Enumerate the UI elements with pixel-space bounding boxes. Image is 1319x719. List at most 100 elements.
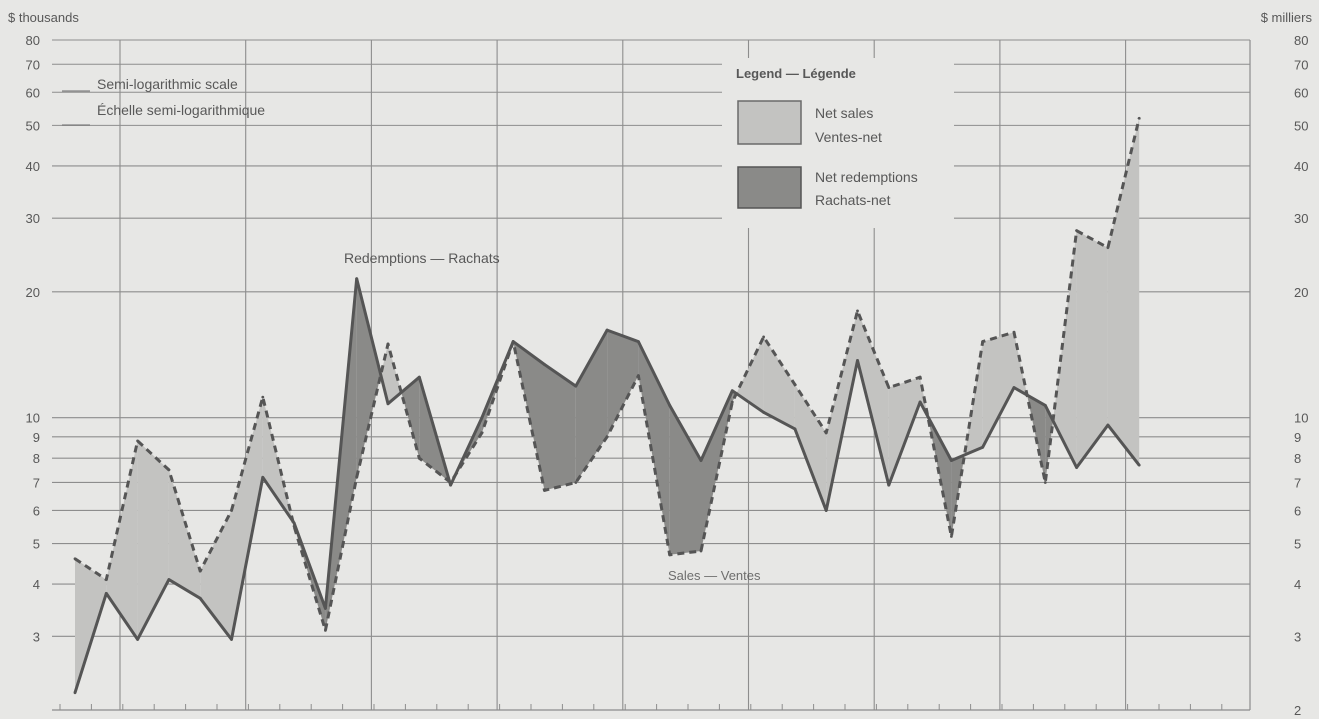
left-tick-label: 60	[26, 85, 40, 100]
sales-point	[198, 569, 202, 573]
right-tick-label: 40	[1294, 159, 1308, 174]
left-tick-label: 5	[33, 537, 40, 552]
net-sales-area	[380, 344, 388, 404]
net-sales-area	[763, 336, 795, 429]
redemptions-point	[167, 578, 171, 582]
redemptions-point	[1137, 463, 1141, 467]
net-sales-area	[857, 310, 889, 486]
left-tick-label: 10	[26, 411, 40, 426]
redemptions-point	[324, 606, 327, 610]
sales-point	[355, 475, 359, 479]
sales-point	[261, 395, 265, 399]
legend-title: Legend — Légende	[736, 66, 856, 81]
sales-point	[1012, 330, 1016, 334]
sales-point	[543, 489, 546, 492]
sales-point	[1106, 246, 1110, 250]
right-tick-label: 9	[1294, 430, 1301, 445]
net-sales-area	[137, 440, 169, 640]
net-sales-area	[1107, 118, 1140, 466]
left-tick-label: 9	[33, 430, 40, 445]
net-sales-area	[1076, 230, 1108, 468]
right-tick-label: 60	[1294, 85, 1308, 100]
sales-point	[981, 340, 985, 344]
net-sales-area	[388, 344, 402, 404]
legend-swatch-net-redemptions	[737, 166, 802, 209]
sales-point	[574, 481, 578, 484]
legend-swatch-net-sales	[737, 100, 802, 145]
sales-point	[511, 340, 515, 344]
sales-point	[824, 431, 828, 435]
redemptions-point	[981, 445, 985, 449]
net-redemptions-area	[638, 341, 670, 555]
right-tick-label: 80	[1294, 33, 1308, 48]
scale-note-fr: Échelle semi-logarithmique	[97, 102, 265, 118]
chart-tick-labels: 2 3 3 4 4 5 5 6 6 7 7 8 8 9 9 10 10 20 20 30 30 40 40 50 50 60 60 7…	[26, 33, 1309, 718]
redemptions-point	[856, 359, 859, 362]
left-tick-label: 6	[33, 503, 40, 518]
net-sales-area	[75, 558, 107, 693]
right-tick-label: 8	[1294, 451, 1301, 466]
redemptions-point	[1075, 466, 1078, 469]
redemptions-series-label: Redemptions — Rachats	[344, 250, 500, 266]
chart-lines	[73, 116, 1141, 695]
sales-point	[230, 509, 233, 512]
sales-point	[386, 342, 390, 346]
sales-point	[417, 456, 421, 460]
redemptions-point	[136, 638, 140, 641]
redemptions-point	[887, 483, 891, 487]
right-tick-label: 70	[1294, 57, 1308, 72]
right-tick-label: 10	[1294, 411, 1308, 426]
net-sales-area	[982, 332, 1014, 448]
sales-point	[73, 557, 77, 561]
net-sales-area	[106, 440, 138, 640]
left-tick-label: 7	[33, 475, 40, 490]
right-tick-label: 30	[1294, 211, 1308, 226]
redemptions-point	[762, 410, 765, 414]
left-tick-label: 3	[33, 629, 40, 644]
net-sales-area	[231, 397, 263, 640]
left-tick-label: 40	[26, 159, 40, 174]
redemptions-point	[261, 475, 265, 479]
sales-point	[449, 481, 452, 484]
redemptions-point	[637, 340, 640, 344]
net-redemptions-area	[356, 278, 381, 478]
redemptions-point	[918, 400, 922, 404]
net-sales-area	[168, 469, 201, 599]
redemptions-point	[793, 427, 797, 431]
redemptions-point	[950, 459, 953, 462]
redemptions-point	[668, 403, 672, 407]
redemptions-point	[355, 277, 359, 281]
sales-point	[950, 535, 953, 538]
redemptions-point	[73, 691, 77, 695]
right-tick-label: 4	[1294, 577, 1301, 592]
net-sales-area	[736, 336, 764, 413]
net-sales-area	[794, 384, 827, 511]
redemptions-point	[449, 483, 452, 487]
right-tick-label: 20	[1294, 285, 1308, 300]
right-tick-label: 50	[1294, 118, 1308, 133]
sales-point	[136, 439, 140, 443]
left-tick-label: 80	[26, 33, 40, 48]
redemptions-point	[1043, 403, 1047, 407]
sales-point	[104, 578, 108, 582]
redemptions-point	[543, 363, 546, 366]
left-tick-label: 70	[26, 57, 40, 72]
net-redemptions-area	[669, 405, 701, 555]
right-tick-label: 3	[1294, 629, 1301, 644]
redemptions-point	[480, 416, 484, 420]
sales-point	[292, 524, 296, 528]
sales-point	[856, 309, 859, 313]
legend: Legend — Légende Net sales Ventes-net Ne…	[722, 58, 954, 228]
sales-point	[762, 335, 765, 339]
scale-note-en: Semi-logarithmic scale	[97, 76, 238, 92]
right-tick-label: 5	[1294, 537, 1301, 552]
legend-net-sales-en: Net sales	[815, 105, 873, 121]
right-axis-label: $ milliers	[1261, 10, 1313, 25]
sales-point	[793, 383, 797, 386]
sales-point	[668, 553, 672, 557]
redemptions-point	[605, 328, 609, 332]
net-sales-area	[964, 341, 983, 455]
net-sales-area	[1014, 332, 1028, 395]
net-redemptions-area	[544, 364, 576, 491]
